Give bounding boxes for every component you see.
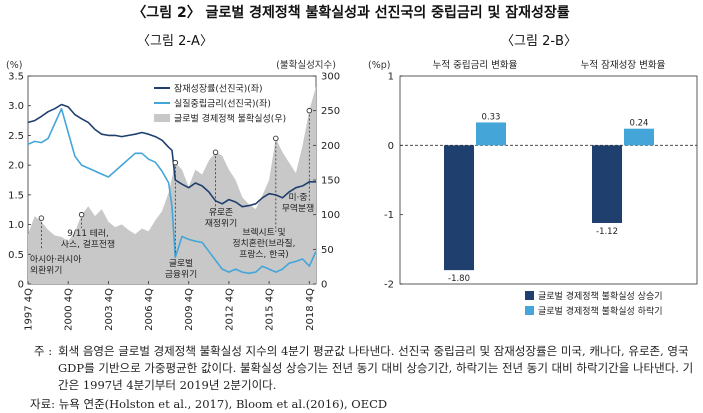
footnote-text: 회색 음영은 글로벌 경제정책 불확실성 지수의 4분기 평균값 나타낸다. 선… (58, 344, 694, 392)
right-tick-label: 100 (321, 210, 340, 221)
bar-falling-0 (476, 122, 506, 146)
panel-a-left-unit: (%) (6, 60, 22, 71)
annotation-marker (306, 107, 313, 114)
right-tick-label: 50 (321, 245, 334, 256)
panel-b: 〈그림 2-B〉 (%p) 누적 중립금리 변화율 누적 잠재성장 변화율 1 0… (368, 34, 698, 317)
series-uncertainty-area (28, 86, 316, 285)
legend-label-neutral: 실질중립금리(선진국)(좌) (174, 98, 271, 110)
panel-b-plot-frame (399, 75, 698, 285)
left-tick-label: 0.5 (8, 250, 24, 261)
x-tick-label: 2009 4Q (184, 288, 195, 331)
annotation-marker (172, 159, 179, 166)
series-potential-growth-line (27, 103, 316, 208)
panel-b-title: 〈그림 2-B〉 (501, 34, 577, 49)
right-tick-label: 150 (321, 176, 340, 187)
panel-b-category-1: 누적 잠재성장 변화율 (581, 59, 666, 71)
x-tick-label: 2012 4Q (224, 288, 235, 331)
annotation-label-0: 외환위기 (30, 264, 62, 276)
legend-label-rising: 글로벌 경제정책 불확실성 상승기 (538, 290, 663, 302)
panel-a-legend-bg (150, 80, 302, 126)
footnote: 주 : 회색 음영은 글로벌 경제정책 불확실성 지수의 4분기 평균값 나타낸… (34, 343, 696, 394)
legend-label-falling: 글로벌 경제정책 불확실성 하락기 (538, 305, 663, 317)
annotation-label-5: 미·중 (289, 192, 308, 203)
line-series-layer (27, 103, 317, 275)
bar-rising-0 (444, 145, 474, 271)
legend-label-uncertainty: 글로벌 경제정책 불확실성(우) (174, 113, 286, 125)
b-tick-label: -2 (384, 280, 394, 291)
annotation-marker (38, 215, 45, 221)
series-neutral-rate-line (27, 107, 317, 275)
panel-b-category-0: 누적 중립금리 변화율 (433, 59, 518, 71)
b-tick-label: 0 (388, 141, 394, 152)
bar-value-label: 0.33 (482, 112, 501, 122)
bar-falling-1 (624, 128, 654, 146)
bar-value-label: -1.12 (596, 227, 618, 237)
panel-b-y-ticks: 1 0 -1 -2 (384, 72, 697, 291)
legend-swatch-uncertainty (154, 114, 170, 122)
annotation-label-4: 정치혼란(브라질, (233, 237, 296, 249)
x-tick-label: 1997 4Q (24, 288, 35, 331)
annotation-marker (78, 211, 85, 218)
right-tick-label: 200 (321, 141, 340, 152)
figure-title: 〈그림 2〉 글로벌 경제정책 불확실성과 선진국의 중립금리 및 잠재성장률 (132, 4, 569, 21)
right-tick-label: 300 (321, 72, 340, 83)
source-note: 자료: 뉴욕 연준(Holston et al., 2017), Bloom e… (30, 397, 388, 411)
left-tick-label: 2.0 (8, 161, 24, 172)
panel-b-bars: -1.80 0.33 -1.12 0.24 (444, 112, 654, 284)
bar-value-label: 0.24 (630, 119, 649, 129)
footnote-label: 주 : (34, 344, 53, 358)
panel-a: 〈그림 2-A〉 (%) (불확실성지수) 0 0.5 1.0 1.5 2.0 2.5 3.… (6, 34, 340, 331)
x-tick-label: 2000 4Q (64, 288, 75, 331)
annotation-label-2: 금융위기 (165, 269, 197, 280)
bar-rising-1 (592, 145, 622, 223)
annotation-label-3: 유로존 (209, 207, 233, 218)
b-tick-label: 1 (388, 72, 394, 83)
left-tick-label: 2.5 (8, 131, 24, 142)
left-axis-ticks: 0 0.5 1.0 1.5 2.0 2.5 3.0 3.5 (8, 72, 31, 291)
right-tick-label: 0 (321, 280, 327, 291)
x-tick-label: 2015 4Q (265, 288, 276, 331)
left-tick-label: 1.0 (8, 220, 24, 231)
b-tick-label: -1 (384, 210, 394, 221)
right-tick-label: 250 (321, 106, 340, 117)
annotation-label-4: 프랑스, 한국) (239, 248, 289, 260)
annotation-label-4: 브렉시트 및 (242, 226, 285, 238)
annotation-label-1: 사스, 걸프전쟁 (61, 239, 115, 250)
legend-label-potential: 잠재성장률(선진국)(좌) (174, 84, 263, 95)
panel-a-right-unit: (불확실성지수) (276, 59, 336, 71)
left-tick-label: 0 (18, 280, 24, 291)
legend-swatch-rising (525, 291, 534, 300)
annotation-label-5: 무역분쟁 (282, 203, 314, 214)
x-axis-ticks: 1997 4Q 2000 4Q 2003 4Q 2006 4Q 2009 4Q 2012 … (24, 281, 316, 331)
bar-value-label: -1.80 (448, 274, 470, 284)
annotation-label-2: 글로벌 (169, 258, 193, 269)
panel-b-unit: (%p) (368, 60, 390, 71)
left-tick-label: 3.5 (8, 72, 24, 83)
uncertainty-area-layer (28, 86, 316, 285)
annotation-label-3: 재정위기 (205, 218, 237, 229)
annotation-label-0: 아시아·러시아 (30, 254, 81, 265)
legend-swatch-falling (525, 306, 534, 315)
left-tick-label: 1.5 (8, 190, 24, 201)
panel-a-title: 〈그림 2-A〉 (137, 34, 213, 49)
x-tick-label: 2003 4Q (104, 288, 115, 331)
annotation-marker (273, 135, 279, 142)
annotation-marker (212, 149, 219, 156)
annotation-label-1: 9/11 테러, (67, 228, 109, 239)
left-tick-label: 3.0 (8, 101, 24, 112)
x-tick-label: 2018 4Q (305, 288, 316, 331)
x-tick-label: 2006 4Q (144, 288, 155, 331)
right-axis-ticks: 0 50 100 150 200 250 300 (313, 72, 340, 291)
